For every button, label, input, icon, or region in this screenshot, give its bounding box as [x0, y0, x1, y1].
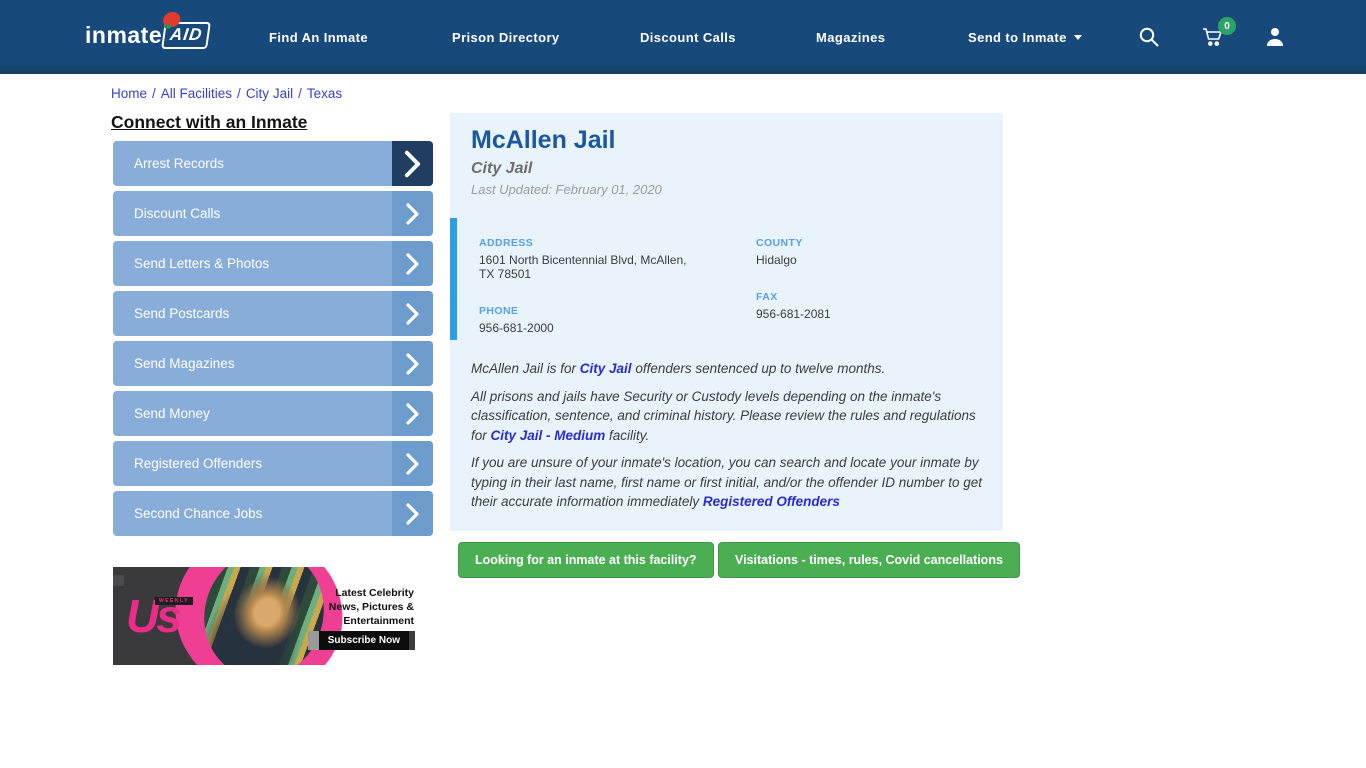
- sidebar-menu: Arrest Records Discount Calls Send Lette…: [113, 141, 433, 541]
- sidebar-item-label: Registered Offenders: [134, 456, 263, 471]
- city-jail-link[interactable]: City Jail: [579, 361, 632, 376]
- blue-accent-bar: [450, 218, 457, 340]
- breadcrumb-separator: /: [237, 86, 241, 101]
- cart-count-badge: 0: [1218, 17, 1236, 35]
- account-icon[interactable]: [1263, 25, 1289, 51]
- breadcrumb-home[interactable]: Home: [111, 86, 148, 101]
- chevron-down-icon: [1073, 35, 1082, 40]
- chevron-right-icon: [389, 241, 433, 286]
- nav-item-magazines[interactable]: Magazines: [816, 30, 886, 45]
- nav-item-discount-calls[interactable]: Discount Calls: [640, 30, 736, 45]
- search-icon[interactable]: [1137, 25, 1163, 51]
- breadcrumb-separator: /: [298, 86, 302, 101]
- sidebar-item-label: Send Money: [134, 406, 210, 421]
- registered-offenders-link[interactable]: Registered Offenders: [702, 494, 840, 509]
- address-value: 1601 North Bicentennial Blvd, McAllen, T…: [479, 253, 687, 281]
- chevron-right-icon: [389, 141, 433, 186]
- facility-type-subtitle: City Jail: [471, 160, 533, 177]
- facility-info-box: ADDRESS 1601 North Bicentennial Blvd, Mc…: [450, 218, 1003, 346]
- sidebar-item-send-magazines[interactable]: Send Magazines: [113, 341, 433, 386]
- breadcrumb: Home / All Facilities / City Jail / Texas: [111, 86, 342, 101]
- last-updated-text: Last Updated: February 01, 2020: [471, 182, 662, 197]
- city-jail-medium-link[interactable]: City Jail - Medium: [490, 427, 606, 443]
- paragraph: McAllen Jail is for City Jail offenders …: [471, 361, 886, 376]
- facility-detail-panel: McAllen Jail City Jail Last Updated: Feb…: [450, 113, 1003, 531]
- cart-icon[interactable]: 0: [1201, 17, 1236, 51]
- subscribe-now-button[interactable]: Subscribe Now: [307, 631, 415, 650]
- sidebar-item-label: Send Letters & Photos: [134, 256, 270, 271]
- breadcrumb-texas[interactable]: Texas: [306, 86, 343, 101]
- sidebar-item-label: Send Postcards: [134, 306, 230, 321]
- breadcrumb-all-facilities[interactable]: All Facilities: [160, 86, 233, 101]
- chevron-right-icon: [389, 491, 433, 536]
- nav-item-send-to-inmate[interactable]: Send to Inmate: [968, 30, 1082, 45]
- chevron-right-icon: [389, 441, 433, 486]
- sidebar-item-label: Discount Calls: [134, 206, 221, 221]
- breadcrumb-separator: /: [152, 86, 156, 101]
- ad-decor-square: [113, 575, 124, 586]
- visitations-info-button[interactable]: Visitations - times, rules, Covid cancel…: [718, 542, 1020, 578]
- logo-text-aid: AID: [168, 25, 204, 44]
- phone-label: PHONE: [479, 305, 519, 317]
- us-weekly-tag: WEEKLY: [155, 597, 193, 605]
- fax-label: FAX: [756, 291, 778, 303]
- paragraph: If you are unsure of your inmate's locat…: [471, 455, 982, 509]
- fax-value: 956-681-2081: [756, 307, 831, 321]
- chevron-right-icon: [389, 391, 433, 436]
- inmate-search-button[interactable]: Looking for an inmate at this facility?: [458, 542, 714, 578]
- sidebar-item-registered-offenders[interactable]: Registered Offenders: [113, 441, 433, 486]
- nav-item-label: Send to Inmate: [968, 30, 1067, 45]
- address-label: ADDRESS: [479, 237, 534, 249]
- phone-value: 956-681-2000: [479, 321, 554, 335]
- sidebar-item-send-letters-photos[interactable]: Send Letters & Photos: [113, 241, 433, 286]
- chevron-right-icon: [389, 191, 433, 236]
- sidebar-item-discount-calls[interactable]: Discount Calls: [113, 191, 433, 236]
- sidebar-item-label: Arrest Records: [134, 156, 225, 171]
- sidebar-heading: Connect with an Inmate: [111, 112, 308, 132]
- chevron-right-icon: [389, 291, 433, 336]
- us-weekly-ad-banner[interactable]: Us WEEKLY Latest Celebrity News, Picture…: [113, 567, 417, 665]
- page-title: McAllen Jail: [471, 126, 616, 154]
- sidebar-item-send-postcards[interactable]: Send Postcards: [113, 291, 433, 336]
- county-value: Hidalgo: [756, 253, 797, 267]
- logo-text-inmate: inmate: [85, 22, 163, 48]
- sidebar-item-label: Second Chance Jobs: [134, 506, 263, 521]
- sidebar-item-second-chance-jobs[interactable]: Second Chance Jobs: [113, 491, 433, 536]
- county-label: COUNTY: [756, 237, 803, 249]
- sidebar-item-send-money[interactable]: Send Money: [113, 391, 433, 436]
- sidebar-item-label: Send Magazines: [134, 356, 235, 371]
- sidebar-item-arrest-records[interactable]: Arrest Records: [113, 141, 433, 186]
- paragraph: All prisons and jails have Security or C…: [471, 388, 976, 443]
- nav-item-find-an-inmate[interactable]: Find An Inmate: [269, 30, 369, 45]
- facility-description: McAllen Jail is for City Jail offenders …: [471, 359, 983, 520]
- nav-item-prison-directory[interactable]: Prison Directory: [452, 30, 560, 45]
- top-navbar: inmate AID Find An Inmate Prison Directo…: [0, 0, 1366, 74]
- chevron-right-icon: [389, 341, 433, 386]
- logo-aid-badge: AID: [161, 12, 212, 49]
- inmateaid-logo[interactable]: inmate AID: [85, 12, 212, 49]
- breadcrumb-city-jail[interactable]: City Jail: [245, 86, 294, 101]
- ad-copy-text: Latest Celebrity News, Pictures & Entert…: [328, 587, 414, 627]
